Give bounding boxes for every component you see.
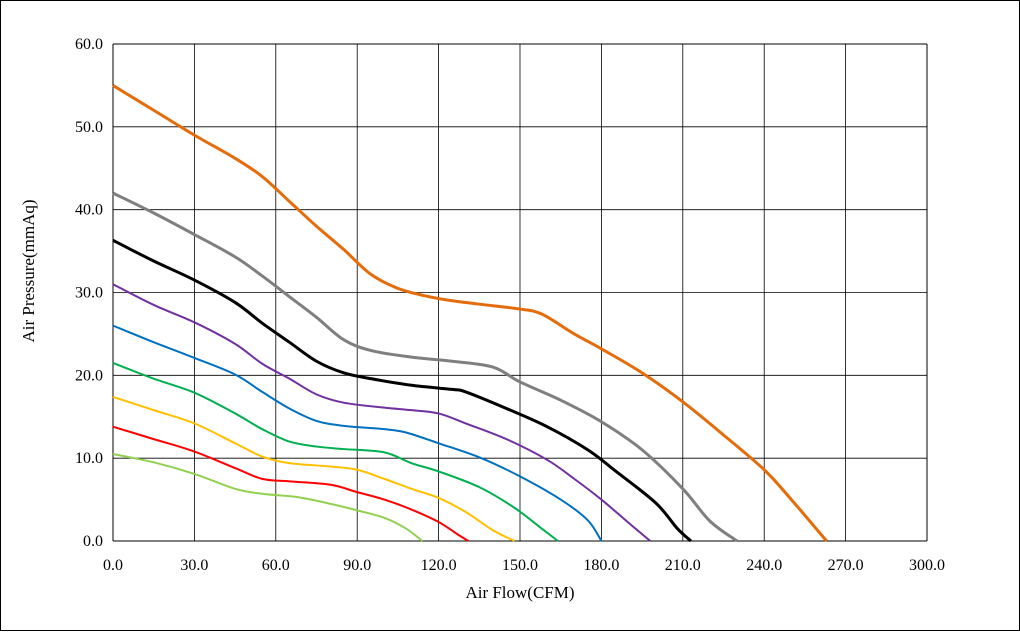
x-tick-label: 210.0 (665, 557, 701, 574)
series-line-6 (112, 361, 559, 542)
y-tick-label: 20.0 (75, 367, 103, 384)
x-tick-label: 300.0 (909, 557, 945, 574)
series-line-2 (112, 191, 738, 543)
x-tick-label: 150.0 (502, 557, 538, 574)
y-tick-label: 50.0 (75, 119, 103, 136)
x-tick-label: 120.0 (421, 557, 457, 574)
series-line-9 (112, 453, 423, 542)
y-tick-label: 10.0 (75, 450, 103, 467)
series-line-3 (112, 238, 692, 543)
x-tick-label: 60.0 (262, 557, 290, 574)
x-tick-label: 90.0 (343, 557, 371, 574)
series-line-5 (112, 324, 603, 542)
series-line-8 (112, 425, 469, 542)
x-tick-label: 270.0 (828, 557, 864, 574)
series-curves (112, 84, 828, 543)
y-tick-label: 60.0 (75, 36, 103, 53)
y-axis-title: Air Pressure(mmAq) (19, 199, 38, 342)
series-line-1 (112, 84, 828, 542)
y-tick-label: 40.0 (75, 202, 103, 219)
series-line-4 (112, 283, 651, 542)
x-tick-label: 30.0 (180, 557, 208, 574)
y-tick-label: 30.0 (75, 285, 103, 302)
x-tick-label: 180.0 (583, 557, 619, 574)
x-tick-label: 0.0 (103, 557, 123, 574)
series-line-7 (112, 395, 516, 542)
x-axis-title: Air Flow(CFM) (465, 583, 574, 602)
grid (112, 43, 928, 542)
tick-labels: 0.0 30.0 60.0 90.0 120.0 150.0 180.0 210.0 240.0… (75, 36, 945, 574)
x-tick-label: 240.0 (746, 557, 782, 574)
y-tick-label: 0.0 (83, 533, 103, 550)
